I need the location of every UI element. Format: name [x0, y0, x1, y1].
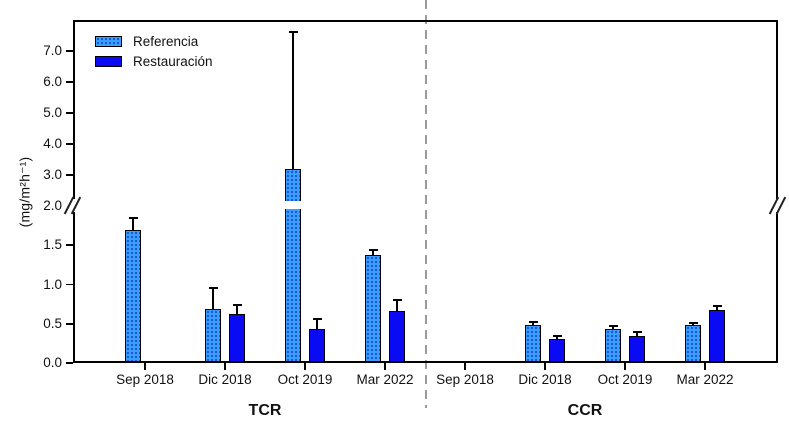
bar-referencia — [685, 324, 701, 362]
legend-swatch-restauracion — [95, 55, 122, 67]
x-axis-tick-label: Sep 2018 — [436, 372, 494, 387]
error-bar-stem — [372, 249, 374, 255]
bar-referencia — [605, 329, 621, 362]
y-axis-tick-label: 5.0 — [43, 105, 62, 120]
legend-swatch-referencia — [95, 35, 122, 47]
error-bar-stem — [612, 326, 614, 330]
y-axis-tick — [66, 244, 73, 247]
y-axis-tick-label: 6.0 — [43, 74, 62, 89]
error-bar-cap — [128, 216, 138, 219]
error-bar-cap — [712, 304, 722, 307]
error-bar-cap — [688, 321, 698, 324]
error-bar-cap — [528, 321, 538, 324]
y-axis-tick-label: 3.0 — [43, 167, 62, 182]
error-bar-cap — [232, 303, 242, 306]
x-axis-tick — [704, 363, 706, 370]
error-bar-stem — [636, 332, 638, 337]
bar-axis-break-gap — [283, 201, 303, 209]
error-bar-stem — [556, 336, 558, 339]
y-axis-tick — [66, 283, 73, 286]
bar-referencia — [205, 308, 221, 362]
y-axis-break-right-icon — [769, 199, 787, 212]
error-bar-stem — [212, 288, 214, 309]
legend-label-restauracion: Restauración — [133, 53, 213, 69]
group-label-ccr: CCR — [567, 402, 603, 419]
error-bar-stem — [396, 300, 398, 312]
y-axis-tick — [66, 362, 73, 364]
bar-restauracion — [309, 329, 325, 362]
y-axis-tick-label: 7.0 — [43, 43, 62, 58]
error-bar-cap — [208, 287, 218, 290]
error-bar-stem — [292, 32, 294, 169]
y-axis-tick — [66, 322, 73, 325]
x-axis-tick-label: Sep 2018 — [116, 372, 174, 387]
y-axis-tick — [66, 112, 73, 114]
bar-restauracion — [709, 309, 725, 362]
bar-restauracion — [549, 338, 565, 362]
y-axis-tick-label: 1.5 — [43, 237, 62, 253]
error-bar-cap — [288, 31, 298, 34]
error-bar-cap — [632, 331, 642, 334]
legend-label-referencia: Referencia — [133, 33, 199, 49]
error-bar-cap — [392, 299, 402, 302]
y-axis-tick-label: 0.5 — [43, 315, 62, 331]
error-bar-stem — [716, 305, 718, 310]
error-bar-cap — [312, 318, 322, 321]
bar-restauracion — [629, 336, 645, 362]
panel-divider-dashed-line — [425, 0, 427, 408]
x-axis-tick-label: Mar 2022 — [676, 372, 734, 387]
error-bar-cap — [368, 248, 378, 251]
y-axis-tick-label: 2.0 — [43, 198, 62, 213]
bar-referencia — [125, 229, 141, 362]
x-axis-tick — [544, 363, 546, 370]
x-axis-tick — [624, 363, 626, 370]
y-axis-tick — [66, 50, 73, 52]
error-bar-cap — [608, 325, 618, 328]
error-bar-stem — [316, 319, 318, 330]
legend-item-referencia: Referencia — [95, 31, 213, 51]
x-axis-tick — [144, 363, 146, 370]
y-axis-break-left-icon — [64, 199, 82, 212]
bar-restauracion — [389, 311, 405, 362]
bar-referencia — [365, 254, 381, 362]
error-bar-stem — [532, 322, 534, 326]
x-axis-tick-label: Oct 2019 — [597, 372, 653, 387]
x-axis-tick-label: Dic 2018 — [198, 372, 252, 387]
error-bar-stem — [132, 217, 134, 230]
error-bar-stem — [236, 304, 238, 315]
bar-restauracion — [229, 314, 245, 362]
plot-frame — [73, 20, 778, 363]
y-axis-tick-label: 0.0 — [43, 355, 62, 370]
y-axis-tick-label: 1.0 — [43, 276, 62, 292]
bar-referencia — [285, 168, 301, 362]
x-axis-tick — [304, 363, 306, 370]
legend-item-restauracion: Restauración — [95, 51, 213, 71]
y-axis-tick — [66, 81, 73, 83]
x-axis-tick — [384, 363, 386, 370]
legend: Referencia Restauración — [95, 31, 213, 71]
x-axis-tick — [464, 363, 466, 370]
x-axis-tick-label: Dic 2018 — [518, 372, 572, 387]
y-axis-tick — [66, 174, 73, 176]
y-axis-tick-label: 4.0 — [43, 136, 62, 151]
x-axis-tick-label: Oct 2019 — [277, 372, 333, 387]
error-bar-cap — [552, 335, 562, 338]
x-axis-tick — [224, 363, 226, 370]
x-axis-tick-label: Mar 2022 — [356, 372, 414, 387]
y-axis-tick — [66, 143, 73, 145]
bar-referencia — [525, 325, 541, 362]
group-label-tcr: TCR — [248, 402, 282, 419]
